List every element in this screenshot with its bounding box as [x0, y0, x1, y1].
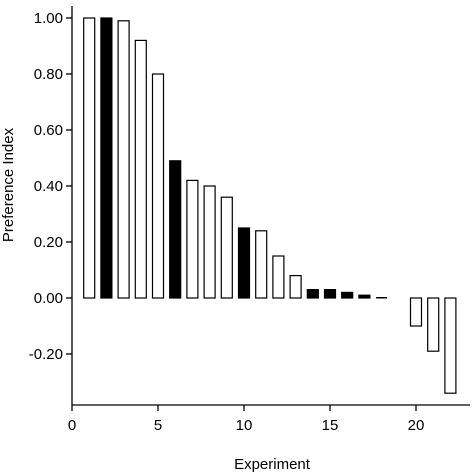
bar-experiment-11	[255, 230, 268, 299]
y-tick-label: 0.00	[34, 290, 63, 307]
y-tick-label: 0.40	[34, 178, 63, 195]
y-tick-label: -0.20	[29, 346, 63, 363]
bar-experiment-16	[341, 291, 354, 299]
bar-experiment-13	[289, 275, 302, 299]
bar-experiment-15	[323, 289, 337, 299]
bar-experiment-18	[376, 297, 388, 299]
x-tick-label: 15	[322, 417, 339, 434]
bars-layer	[83, 17, 457, 394]
x-tick-label: 10	[236, 417, 253, 434]
bar-experiment-8	[203, 185, 216, 299]
bar-experiment-3	[117, 20, 130, 299]
y-tick-label: 0.60	[34, 122, 63, 139]
axes-layer: -0.20 0.00 0.20 0.40 0.60 0.80 1.00 0 5 10 15 20	[29, 6, 470, 434]
bar-experiment-14	[306, 289, 319, 299]
bar-experiment-20	[409, 297, 423, 327]
bar-experiment-10	[237, 227, 251, 299]
y-axis-title: Preference Index	[0, 127, 17, 242]
bar-experiment-7	[186, 179, 199, 299]
bar-experiment-1	[83, 17, 96, 299]
x-tick-label: 5	[154, 417, 162, 434]
y-tick-label: 0.80	[34, 66, 63, 83]
y-tick-label: 0.20	[34, 234, 63, 251]
bar-experiment-12	[272, 255, 285, 299]
bar-experiment-17	[358, 294, 371, 299]
bar-experiment-4	[134, 39, 147, 299]
bar-experiment-5	[151, 73, 165, 299]
bar-experiment-2	[100, 17, 113, 299]
bar-experiment-6	[169, 160, 182, 299]
bar-experiment-9	[220, 196, 233, 299]
x-tick-label: 0	[68, 417, 76, 434]
x-axis-title: Experiment	[234, 456, 311, 473]
x-tick-label: 20	[408, 417, 425, 434]
bar-experiment-22	[444, 297, 457, 394]
y-tick-label: 1.00	[34, 10, 63, 27]
bar-experiment-21	[427, 297, 440, 352]
